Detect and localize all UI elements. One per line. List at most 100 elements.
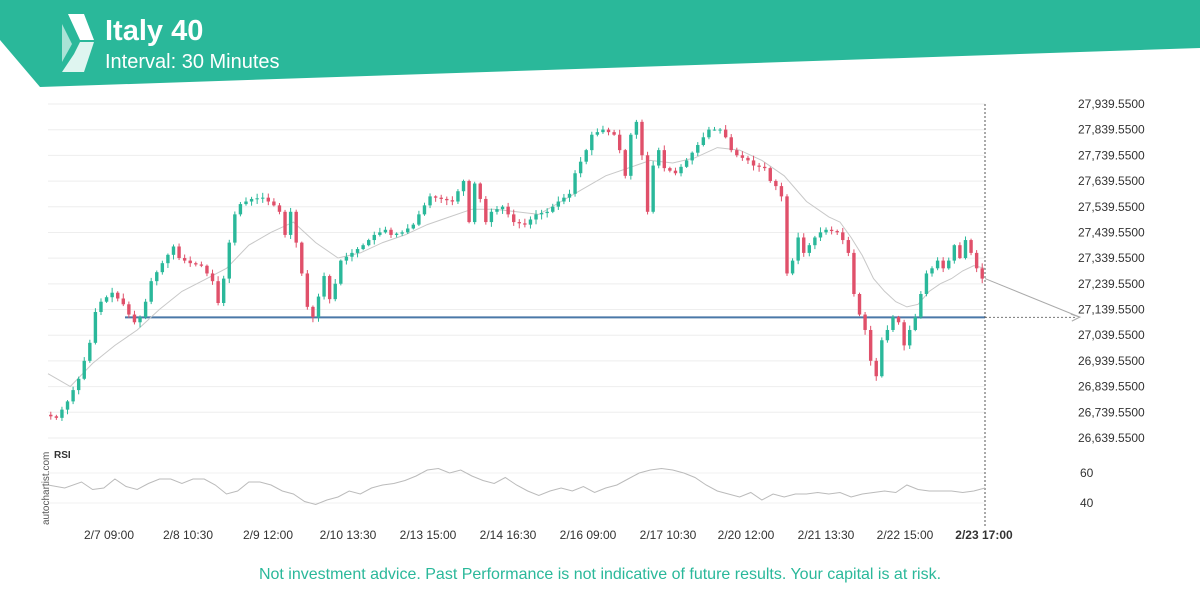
candle-body xyxy=(740,155,745,158)
candle-body xyxy=(779,186,784,197)
price-tick-label: 27,339.5500 xyxy=(1078,251,1145,265)
candle-body xyxy=(774,180,778,187)
candle-body xyxy=(383,229,388,233)
candle-body xyxy=(54,416,59,418)
time-tick-label: 2/13 15:00 xyxy=(400,528,457,542)
candle-body xyxy=(350,252,354,257)
price-tick-label: 27,839.5500 xyxy=(1078,123,1145,137)
candle-body xyxy=(668,168,672,171)
candle-body xyxy=(233,214,237,243)
rsi-tick-label: 60 xyxy=(1080,466,1094,480)
price-tick-label: 26,639.5500 xyxy=(1078,431,1145,445)
candle-body xyxy=(99,301,103,312)
time-tick-label: 2/7 09:00 xyxy=(84,528,134,542)
candle-body xyxy=(913,317,917,330)
candle-body xyxy=(645,155,650,212)
time-tick-label: 2/21 13:30 xyxy=(798,528,855,542)
candle-body xyxy=(896,317,901,323)
candle-body xyxy=(846,240,851,253)
time-tick-label: 2/16 09:00 xyxy=(560,528,617,542)
candle-body xyxy=(919,294,923,318)
candle-body xyxy=(272,201,276,206)
candle-body xyxy=(355,249,360,253)
candle-body xyxy=(980,268,984,279)
candle-body xyxy=(400,232,404,234)
autochartist-logo-icon xyxy=(62,14,94,72)
candle-body xyxy=(394,233,399,235)
candle-body xyxy=(657,150,661,166)
candle-body xyxy=(534,214,538,220)
candle-body xyxy=(461,180,466,192)
candle-body xyxy=(963,240,968,259)
candle-body xyxy=(288,211,293,235)
candle-body xyxy=(673,170,678,174)
candle-body xyxy=(205,265,209,274)
candle-body xyxy=(322,276,326,297)
candle-body xyxy=(199,264,204,266)
candle-body xyxy=(210,273,215,282)
candle-body xyxy=(584,150,588,162)
candle-body xyxy=(249,198,254,202)
candle-body xyxy=(244,201,248,205)
candle-body xyxy=(411,224,416,229)
rsi-grid-lines xyxy=(48,472,985,504)
candle-body xyxy=(82,360,86,379)
rsi-line xyxy=(47,467,986,506)
candle-body xyxy=(746,157,750,161)
candle-body xyxy=(316,296,321,318)
candle-body xyxy=(573,173,577,194)
candle-body xyxy=(768,168,772,181)
price-tick-label: 27,239.5500 xyxy=(1078,277,1145,291)
candle-body xyxy=(829,229,834,232)
watermark: autochartist.com xyxy=(41,451,52,525)
candle-body xyxy=(679,166,683,174)
candle-body xyxy=(545,211,549,214)
candle-body xyxy=(366,240,371,246)
candle-body xyxy=(221,278,226,303)
candle-body xyxy=(428,196,432,206)
candle-body xyxy=(556,201,561,207)
candle-body xyxy=(880,340,884,377)
candle-body xyxy=(958,245,962,259)
time-tick-label: 2/17 10:30 xyxy=(640,528,697,542)
candle-body xyxy=(640,121,644,156)
candle-body xyxy=(333,283,337,300)
price-tick-label: 27,739.5500 xyxy=(1078,148,1145,162)
candle-body xyxy=(762,166,767,169)
candle-body xyxy=(857,294,862,315)
candle-body xyxy=(629,134,633,176)
candle-body xyxy=(71,390,75,402)
candle-body xyxy=(439,197,443,199)
candle-body xyxy=(166,254,170,264)
price-tick-label: 27,939.5500 xyxy=(1078,97,1145,111)
candle-body xyxy=(456,191,460,202)
price-tick-label: 27,439.5500 xyxy=(1078,225,1145,239)
candle-body xyxy=(88,342,92,361)
candle-body xyxy=(617,134,622,151)
time-tick-label: 2/20 12:00 xyxy=(718,528,775,542)
rsi-tick-label: 40 xyxy=(1080,496,1094,510)
candle-body xyxy=(49,414,53,417)
candle-body xyxy=(121,298,125,305)
candle-body xyxy=(863,314,867,330)
price-tick-label: 27,539.5500 xyxy=(1078,200,1145,214)
price-tick-label: 26,739.5500 xyxy=(1078,405,1145,419)
candle-body xyxy=(171,246,176,255)
candle-body xyxy=(143,301,148,318)
candle-body xyxy=(417,214,421,225)
rsi-axis: 60 40 xyxy=(1080,466,1094,510)
candle-body xyxy=(824,229,828,233)
candle-body xyxy=(902,322,906,346)
candle-body xyxy=(601,129,605,133)
candle-body xyxy=(155,272,159,282)
candle-body xyxy=(132,314,137,323)
candle-body xyxy=(378,232,382,235)
candle-body xyxy=(445,198,449,201)
candle-body xyxy=(813,237,817,246)
price-axis: 27,939.5500 27,839.5500 27,739.5500 27,639.… xyxy=(1078,97,1145,445)
candle-body xyxy=(796,237,800,261)
candle-body xyxy=(93,311,98,343)
candle-body xyxy=(924,273,929,295)
candle-body xyxy=(283,211,287,235)
